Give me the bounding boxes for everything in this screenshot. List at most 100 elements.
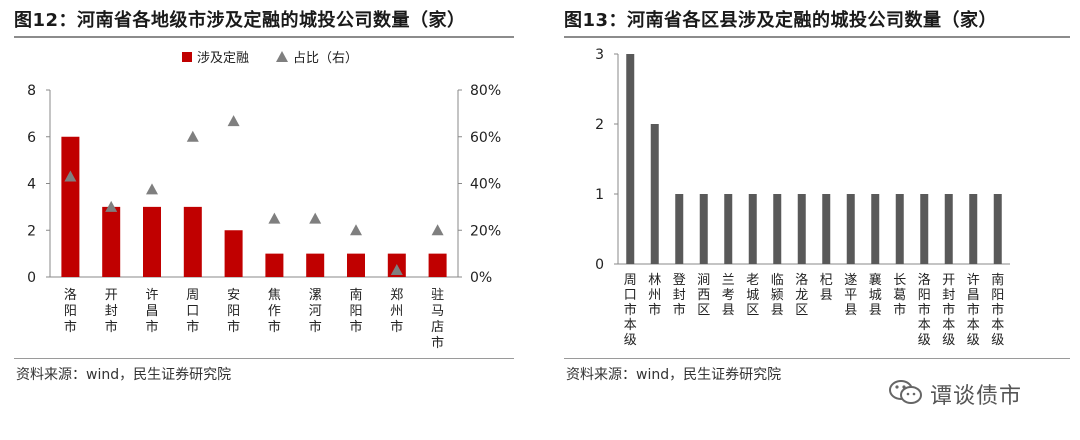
x-tick-label: 洛 [795,273,808,288]
bar [347,253,365,277]
source-divider [564,358,1070,359]
x-tick-label: 周 [624,273,637,288]
bar-chart-county: 0123周口市本级林州市登封市涧西区兰考县老城区临颍县洛龙区杞县遂平县襄城县长葛… [595,47,1010,348]
source-divider [14,358,514,359]
ratio-marker [390,263,403,275]
x-tick-label: 口 [186,304,199,319]
x-tick-label: 焦 [268,288,281,303]
x-tick-label: 市 [918,302,931,318]
x-tick-label: 级 [967,333,980,348]
bar [626,54,635,264]
ratio-marker [350,224,362,236]
bar [143,206,161,277]
ratio-marker [186,130,199,142]
bar [969,194,978,264]
x-tick-label: 市 [105,319,118,335]
ratio-marker [105,200,118,212]
x-tick-label: 区 [795,303,808,318]
bar [428,253,447,277]
x-tick-label: 洛 [918,273,931,288]
x-tick-label: 市 [942,302,955,318]
x-tick-label: 县 [722,303,735,318]
x-tick-label: 本 [991,318,1004,333]
x-tick-label: 兰 [722,273,735,288]
ratio-marker [64,170,77,182]
x-tick-label: 许 [145,288,158,303]
legend-swatch-bar [182,52,192,62]
y2-tick-label: 20% [470,223,501,239]
x-tick-label: 开 [942,273,955,288]
legend-label: 占比（右） [293,51,358,66]
wechat-icon [889,380,922,404]
x-tick-label: 开 [105,288,118,303]
x-tick-label: 城 [869,288,882,303]
x-tick-label: 级 [918,333,931,348]
x-tick-label: 阳 [227,304,240,319]
bar [920,194,929,264]
y-tick-label: 2 [595,117,604,133]
x-tick-label: 昌 [145,304,158,319]
x-tick-label: 州 [390,304,403,319]
x-tick-label: 市 [991,302,1004,318]
legend-label: 涉及定融 [197,51,249,66]
x-tick-label: 封 [673,288,686,303]
x-tick-label: 洛 [64,288,77,303]
ratio-marker [227,115,240,127]
x-tick-label: 林 [648,273,661,288]
y-tick-label: 6 [27,130,36,146]
bar [822,194,831,264]
x-tick-label: 市 [648,302,661,318]
y-tick-label: 4 [27,177,36,193]
y-tick-label: 2 [27,223,36,239]
x-tick-label: 级 [991,333,1004,348]
x-tick-label: 平 [844,288,857,303]
y-tick-label: 0 [27,270,36,286]
x-tick-label: 葛 [893,288,906,303]
x-tick-label: 马 [431,304,444,319]
x-tick-label: 西 [697,288,710,303]
bar [650,124,659,264]
watermark: 谭谈债市 [888,374,1058,410]
bar [724,194,733,264]
x-tick-label: 市 [268,319,281,335]
ratio-marker [431,224,444,236]
source-note: 资料来源：wind，民生证券研究院 [16,367,232,383]
x-tick-label: 市 [186,319,199,335]
bar [773,194,782,264]
title-divider [564,36,1070,38]
y-tick-label: 1 [595,187,604,203]
y-tick-label: 8 [27,83,36,99]
x-tick-label: 市 [624,302,637,318]
watermark-text: 谭谈债市 [930,384,1023,409]
x-tick-label: 本 [624,318,637,333]
x-tick-label: 临 [771,273,784,288]
y-tick-label: 0 [595,257,604,273]
ratio-marker [146,183,158,195]
chart-title: 图12：河南省各地级市涉及定融的城投公司数量（家） [14,10,466,31]
x-tick-label: 南 [991,272,1004,288]
x-tick-label: 襄 [869,272,882,288]
x-tick-label: 封 [105,304,118,319]
x-tick-label: 颍 [771,288,784,303]
x-tick-label: 级 [624,333,637,348]
x-tick-label: 区 [697,303,710,318]
x-tick-label: 考 [722,288,735,303]
x-tick-label: 市 [145,319,158,335]
x-tick-label: 南 [349,287,362,303]
x-tick-label: 市 [349,319,362,335]
bar [993,194,1002,264]
ratio-marker [268,212,281,224]
x-tick-label: 长 [893,273,906,288]
bar [224,230,243,277]
x-tick-label: 老 [746,273,759,288]
x-tick-label: 阳 [349,304,362,319]
x-tick-label: 本 [967,318,980,333]
x-tick-label: 本 [918,318,931,333]
x-tick-label: 驻 [431,288,444,303]
x-tick-label: 市 [309,319,322,335]
x-tick-label: 阳 [991,288,1004,303]
legend-swatch-triangle [276,51,288,62]
ratio-marker [309,212,322,224]
x-tick-label: 口 [624,288,637,303]
